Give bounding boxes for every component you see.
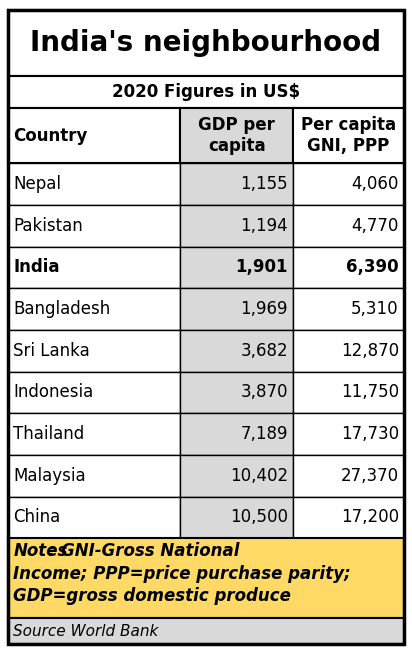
Bar — [8, 205, 180, 247]
Bar — [8, 247, 180, 288]
Text: 2020 Figures in US$: 2020 Figures in US$ — [112, 83, 300, 101]
Bar — [293, 413, 404, 455]
Text: 7,189: 7,189 — [241, 425, 288, 443]
Bar — [293, 455, 404, 497]
Bar — [8, 163, 180, 205]
Text: GDP=gross domestic produce: GDP=gross domestic produce — [13, 587, 291, 605]
Bar — [8, 108, 180, 163]
Bar — [180, 205, 293, 247]
Bar — [293, 497, 404, 538]
Bar — [180, 247, 293, 288]
Text: Nepal: Nepal — [13, 175, 61, 193]
Text: Malaysia: Malaysia — [13, 467, 86, 485]
Bar — [8, 330, 180, 372]
Text: 4,770: 4,770 — [351, 217, 399, 235]
Text: China: China — [13, 509, 61, 526]
Text: 27,370: 27,370 — [341, 467, 399, 485]
Bar — [8, 538, 404, 618]
Text: Notes: Notes — [13, 542, 68, 560]
Text: 4,060: 4,060 — [351, 175, 399, 193]
Text: Income; PPP=price purchase parity;: Income; PPP=price purchase parity; — [13, 564, 351, 583]
Bar — [8, 10, 404, 76]
Bar — [293, 205, 404, 247]
Text: Bangladesh: Bangladesh — [13, 300, 110, 318]
Bar — [8, 372, 180, 413]
Bar — [180, 330, 293, 372]
Text: 1,901: 1,901 — [236, 259, 288, 276]
Text: 11,750: 11,750 — [341, 384, 399, 401]
Text: Indonesia: Indonesia — [13, 384, 94, 401]
Text: India: India — [13, 259, 60, 276]
Bar — [8, 497, 180, 538]
Bar — [180, 413, 293, 455]
Text: GDP per
capita: GDP per capita — [198, 116, 275, 155]
Bar — [293, 330, 404, 372]
Text: Sri Lanka: Sri Lanka — [13, 342, 90, 360]
Bar — [293, 372, 404, 413]
Text: Thailand: Thailand — [13, 425, 84, 443]
Text: Per capita
GNI, PPP: Per capita GNI, PPP — [301, 116, 396, 155]
Bar — [293, 288, 404, 330]
Bar — [8, 76, 404, 108]
Text: 5,310: 5,310 — [351, 300, 399, 318]
Bar — [180, 372, 293, 413]
Text: 10,500: 10,500 — [230, 509, 288, 526]
Text: : GNI-Gross National: : GNI-Gross National — [43, 542, 239, 560]
Bar — [180, 455, 293, 497]
Text: Source World Bank: Source World Bank — [13, 624, 159, 638]
Text: 3,682: 3,682 — [241, 342, 288, 360]
Bar — [180, 163, 293, 205]
Bar — [180, 108, 293, 163]
Text: 1,969: 1,969 — [241, 300, 288, 318]
Text: Pakistan: Pakistan — [13, 217, 83, 235]
Bar — [8, 288, 180, 330]
Bar — [293, 247, 404, 288]
Bar — [293, 108, 404, 163]
Text: 1,194: 1,194 — [241, 217, 288, 235]
Bar — [8, 455, 180, 497]
Text: 1,155: 1,155 — [241, 175, 288, 193]
Text: India's neighbourhood: India's neighbourhood — [30, 29, 382, 57]
Text: 12,870: 12,870 — [341, 342, 399, 360]
Bar — [180, 288, 293, 330]
Text: 17,200: 17,200 — [341, 509, 399, 526]
Text: Country: Country — [13, 127, 88, 144]
Text: 3,870: 3,870 — [241, 384, 288, 401]
Text: 10,402: 10,402 — [230, 467, 288, 485]
Text: 6,390: 6,390 — [346, 259, 399, 276]
Bar — [293, 163, 404, 205]
Bar — [8, 413, 180, 455]
Text: 17,730: 17,730 — [341, 425, 399, 443]
Bar — [180, 497, 293, 538]
Bar — [8, 618, 404, 644]
